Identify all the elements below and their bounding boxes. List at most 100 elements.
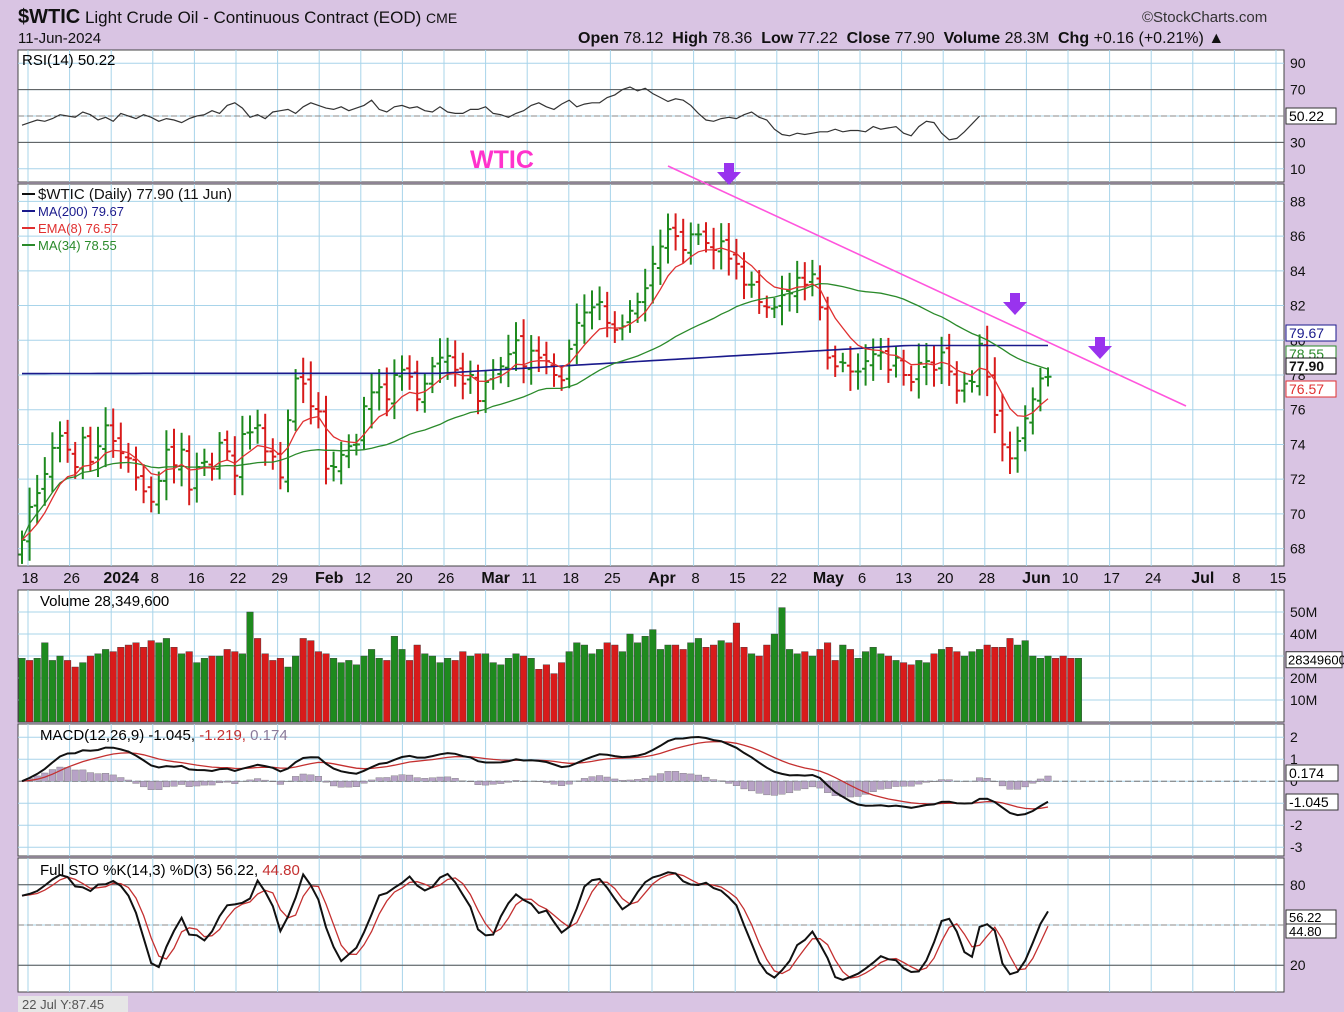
low-value: 77.22 [797, 30, 838, 47]
close-label: Close [846, 30, 891, 47]
sto-right-label: 44.80 [1285, 923, 1337, 939]
x-tick-label: 15 [1270, 570, 1287, 587]
volume-bar [466, 655, 474, 723]
macd-histogram-bar [983, 778, 991, 782]
macd-histogram-bar [565, 781, 573, 785]
volume-bar [611, 644, 619, 723]
rsi-last-label: 50.22 [1285, 107, 1337, 125]
sto-label-d: 44.80 [262, 862, 300, 879]
price-bar [520, 319, 528, 384]
macd-histogram-bar [261, 779, 269, 782]
price-tick-label: 76 [1290, 402, 1306, 418]
volume-bar [451, 660, 459, 723]
volume-bar [330, 658, 338, 723]
volume-bar [862, 651, 870, 723]
price-bar [102, 407, 110, 468]
volume-bar [398, 649, 406, 723]
down-arrow-head [1088, 346, 1112, 359]
macd-histogram-bar [1029, 781, 1037, 784]
x-tick-label: 22 [770, 570, 787, 587]
macd-histogram-bar [580, 778, 588, 782]
label-text: 0.174 [1289, 765, 1324, 781]
volume-bar [976, 649, 984, 723]
price-tick-label: 88 [1290, 193, 1306, 209]
volume-bar [580, 644, 588, 723]
volume-bar [945, 647, 953, 723]
price-tick-label: 68 [1290, 541, 1306, 557]
macd-histogram-bar [132, 781, 140, 784]
volume-bar [884, 655, 892, 723]
sto-label-main: Full STO %K(14,3) %D(3) 56.22, [40, 862, 262, 879]
price-bar [1036, 367, 1044, 412]
price-tick-label: 72 [1290, 471, 1306, 487]
price-bar [337, 441, 345, 485]
price-bar [390, 359, 398, 420]
macd-histogram-bar [596, 775, 604, 782]
volume-bar [140, 647, 148, 723]
price-bar [808, 259, 816, 297]
volume-bar [710, 644, 718, 723]
high-value: 78.36 [712, 30, 753, 47]
macd-histogram-bar [155, 781, 163, 790]
macd-histogram-bar [938, 779, 946, 782]
volume-bar [831, 660, 839, 723]
price-bar [732, 238, 740, 280]
volume-bar [877, 653, 885, 723]
price-bar [117, 422, 125, 469]
price-bar [862, 344, 870, 386]
macd-histogram-bar [824, 781, 832, 793]
price-bar [246, 415, 254, 450]
down-arrow-stem [1095, 337, 1105, 347]
volume-bar [200, 658, 208, 723]
price-bar [360, 396, 368, 450]
price-bar [124, 442, 132, 473]
price-bar [261, 413, 269, 466]
macd-histogram-bar [193, 781, 201, 787]
label-text: 79.67 [1289, 325, 1324, 341]
price-bar [216, 432, 224, 480]
volume-bar [231, 651, 239, 723]
price-bar [611, 311, 619, 343]
price-bar [550, 353, 558, 387]
macd-histogram-bar [846, 781, 854, 798]
price-tick-label: 82 [1290, 298, 1306, 314]
volume-bar [717, 640, 725, 723]
macd-label-hist: 0.174 [250, 727, 288, 744]
macd-histogram-bar [748, 781, 756, 792]
down-arrow-head [717, 172, 741, 185]
price-bar [938, 336, 946, 385]
volume-bar [1006, 638, 1014, 723]
macd-histogram-bar [216, 781, 224, 784]
macd-histogram-bar [770, 781, 778, 796]
x-tick-label: 28 [978, 570, 995, 587]
macd-histogram-bar [694, 774, 702, 782]
rsi-tick-label: 70 [1290, 82, 1306, 98]
sto-right-label: 56.22 [1285, 909, 1337, 925]
volume-bar [421, 653, 429, 723]
price-bar [596, 286, 604, 321]
price-bar [702, 222, 710, 253]
volume-bar [162, 638, 170, 723]
price-bar [649, 245, 657, 304]
price-bar [694, 223, 702, 245]
x-tick-label: 29 [271, 570, 288, 587]
x-tick-label: 20 [396, 570, 413, 587]
macd-histogram-bar [634, 779, 642, 782]
price-bar [1006, 431, 1014, 474]
price-bar [223, 430, 231, 461]
macd-histogram-bar [482, 781, 490, 786]
macd-histogram-bar [330, 781, 338, 787]
volume-bar [664, 644, 672, 723]
volume-bar [808, 655, 816, 723]
macd-histogram-bar [345, 781, 353, 788]
price-bar [178, 432, 186, 487]
price-bar [816, 265, 824, 321]
volume-bar [1067, 658, 1075, 723]
price-bar [854, 353, 862, 390]
macd-histogram-bar [618, 779, 626, 782]
macd-histogram-bar [732, 781, 740, 786]
price-bar [672, 213, 680, 251]
vol-tick-label: 10M [1290, 692, 1317, 708]
price-bar [482, 370, 490, 413]
